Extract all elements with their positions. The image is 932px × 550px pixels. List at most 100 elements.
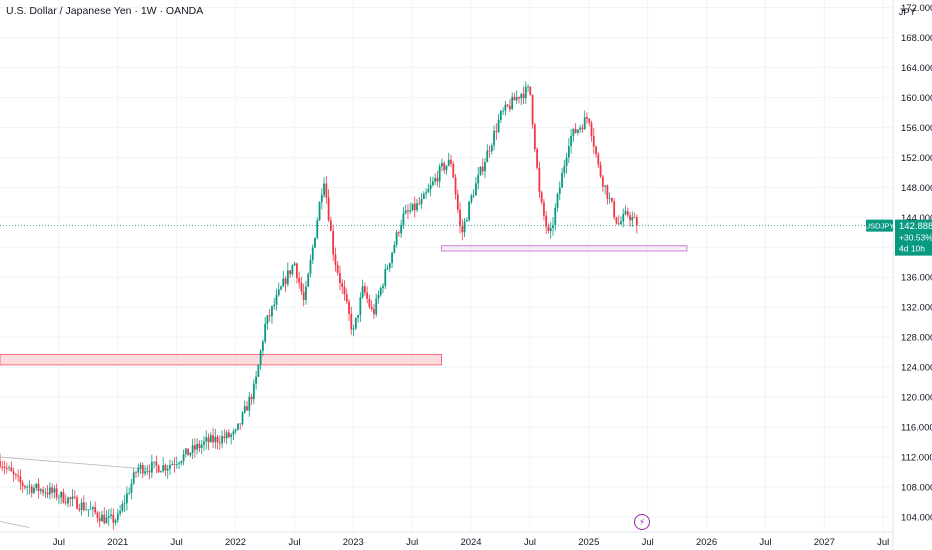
candle-body: [69, 497, 72, 500]
x-tick-label: 2027: [814, 537, 835, 548]
candle-body: [162, 465, 165, 472]
candle-body: [223, 436, 226, 439]
lower-line: [0, 521, 30, 528]
candle-body: [0, 460, 1, 467]
candle-body: [221, 436, 223, 444]
candle-body: [316, 220, 319, 238]
candle-body: [157, 465, 160, 473]
candle-body: [413, 203, 416, 211]
candle-body: [506, 104, 509, 106]
y-tick-label: 164.000: [901, 63, 932, 74]
candle-body: [461, 225, 464, 233]
candle-body: [409, 210, 412, 212]
candle-body: [103, 514, 106, 524]
candle-body: [137, 467, 140, 473]
candle-body: [246, 406, 248, 411]
candle-body: [78, 508, 81, 510]
candle-body: [300, 282, 303, 292]
candle-body: [155, 461, 158, 466]
candle-body: [452, 163, 455, 178]
candle-body: [243, 406, 246, 413]
candle-body: [28, 486, 31, 488]
candle-body: [529, 86, 532, 95]
candle-body: [567, 146, 570, 158]
candle-body: [327, 197, 330, 221]
candle-body: [590, 122, 593, 137]
candle-body: [520, 93, 523, 99]
price-change: +30.53%: [899, 233, 932, 243]
candle-body: [239, 423, 242, 425]
y-tick-label: 108.000: [901, 483, 932, 494]
candle-body: [286, 270, 289, 285]
candle-body: [357, 315, 359, 318]
candle-body: [416, 203, 418, 211]
candle-body: [348, 301, 350, 314]
candle-body: [121, 503, 124, 512]
candle-body: [545, 215, 548, 227]
x-tick-label: 2023: [343, 537, 364, 548]
candle-body: [538, 167, 541, 193]
candle-body: [468, 201, 471, 220]
candle-body: [384, 269, 387, 286]
candle-body: [563, 166, 566, 173]
candle-body: [332, 230, 335, 255]
candle-body: [579, 127, 582, 130]
candle-body: [248, 396, 251, 411]
candle-body: [427, 189, 430, 193]
candle-body: [377, 295, 380, 299]
candle-body: [87, 509, 90, 511]
zones: [0, 245, 688, 366]
candle-body: [454, 177, 457, 195]
candle-body: [386, 268, 389, 270]
candle-body: [98, 517, 101, 522]
candle-body: [58, 497, 60, 499]
candle-body: [295, 263, 298, 279]
y-tick-label: 136.000: [901, 273, 932, 284]
candle-body: [624, 211, 627, 215]
candle-body: [606, 185, 609, 199]
candle-body: [305, 286, 307, 300]
price-value: 142.888: [899, 221, 932, 232]
candle-body: [497, 119, 500, 132]
candle-body: [592, 136, 595, 147]
candle-body: [524, 86, 527, 99]
candle-body: [488, 150, 491, 152]
candle-body: [586, 117, 588, 119]
lightning-icon[interactable]: ⚡: [634, 514, 650, 530]
candle-body: [617, 223, 620, 225]
candle-body: [275, 295, 278, 305]
candle-body: [361, 286, 364, 298]
candle-body: [42, 489, 44, 493]
candle-body: [536, 149, 539, 168]
candle-body: [12, 471, 15, 475]
candle-body: [164, 465, 167, 471]
candle-body: [422, 193, 425, 199]
candle-body: [363, 286, 366, 293]
candle-body: [46, 492, 49, 495]
candle-body: [411, 203, 414, 211]
candle-body: [153, 461, 156, 463]
candle-body: [373, 308, 375, 315]
candle-body: [73, 496, 76, 498]
y-tick-label: 148.000: [901, 183, 932, 194]
candle-body: [218, 442, 221, 444]
x-tick-label: Jul: [642, 537, 654, 548]
candle-body: [513, 96, 516, 101]
candle-body: [443, 163, 446, 171]
candle-body: [635, 217, 638, 226]
candle-body: [252, 383, 255, 400]
candle-body: [44, 492, 47, 494]
candle-body: [187, 448, 190, 456]
candle-body: [261, 341, 264, 352]
candle-body: [8, 467, 10, 469]
candle-body: [182, 454, 185, 462]
candle-body: [5, 468, 8, 469]
candle-body: [431, 181, 434, 186]
candle-body: [343, 286, 346, 295]
candle-body: [434, 178, 437, 182]
candle-body: [212, 435, 214, 443]
candle-body: [493, 130, 495, 146]
candle-body: [14, 474, 17, 476]
currency-label[interactable]: JPY: [898, 7, 916, 18]
